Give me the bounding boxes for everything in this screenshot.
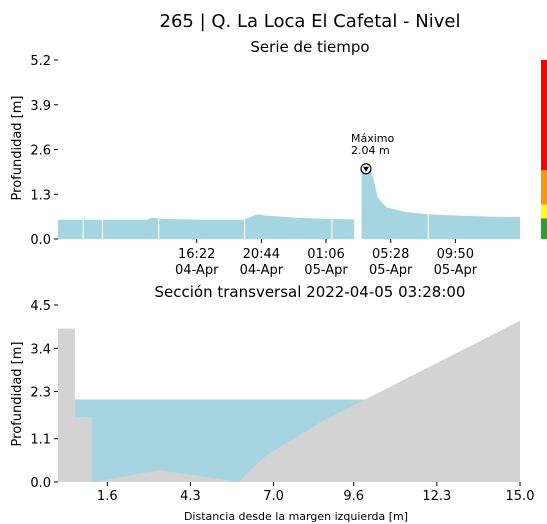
time-series-chart: Serie de tiempo Profundidad [m] 0.0 1.3 2.… [10,38,547,278]
time-series-area [58,168,520,239]
x-tick-date-label: 04-Apr [240,263,284,278]
y-tick-label: 2.6 [30,144,51,159]
threshold-band [541,204,547,219]
threshold-color-bar [541,60,547,239]
threshold-band [541,218,547,239]
page-title: 265 | Q. La Loca El Cafetal - Nivel [160,11,461,32]
y-tick-label: 4.5 [30,299,51,314]
x-tick-label: 1.6 [97,489,118,504]
down-triangle-icon [363,166,369,172]
maximum-annotation: Máximo 2.04 m [351,132,395,175]
y-tick-label: 5.2 [30,54,51,69]
y-tick-label: 3.9 [30,99,51,114]
x-tick-label: 7.0 [263,489,284,504]
x-tick-label: 4.3 [180,489,201,504]
x-tick-time-label: 16:22 [178,247,215,262]
time-series-x-ticks: 16:2204-Apr20:4404-Apr01:0605-Apr05:2805… [175,239,478,278]
x-tick-label: 9.6 [343,489,364,504]
x-tick-time-label: 09:50 [437,247,474,262]
cross-section-y-ticks: 0.0 1.1 2.3 3.4 4.5 [30,299,58,491]
x-tick-time-label: 01:06 [307,247,344,262]
x-tick-time-label: 05:28 [372,247,409,262]
x-tick-date-label: 05-Apr [369,263,413,278]
ground-fill [58,320,520,482]
time-series-y-axis-label: Profundidad [m] [10,96,25,201]
x-tick-time-label: 20:44 [243,247,280,262]
y-tick-label: 0.0 [30,476,51,491]
y-tick-label: 0.0 [30,233,51,248]
series-area-segment [58,214,355,239]
cross-section-title: Sección transversal 2022-04-05 03:28:00 [155,283,466,301]
series-area-segment [361,168,520,239]
maximum-value-label: 2.04 m [351,144,390,157]
x-tick-date-label: 05-Apr [304,263,348,278]
cross-section-chart: Sección transversal 2022-04-05 03:28:00 … [10,283,534,523]
x-tick-date-label: 04-Apr [175,263,219,278]
x-tick-date-label: 05-Apr [434,263,478,278]
cross-section-x-axis-label: Distancia desde la margen izquierda [m] [184,510,408,523]
threshold-band [541,60,547,171]
cross-section-x-ticks: 1.6 4.3 7.0 9.6 12.3 15.0 [97,482,535,504]
y-tick-label: 3.4 [30,342,51,357]
time-series-y-ticks: 0.0 1.3 2.6 3.9 5.2 [30,54,58,248]
x-tick-label: 15.0 [506,489,535,504]
maximum-label: Máximo [351,132,395,145]
cross-section-y-axis-label: Profundidad [m] [10,342,25,447]
x-tick-label: 12.3 [422,489,451,504]
y-tick-label: 1.3 [30,188,51,203]
threshold-band [541,170,547,205]
y-tick-label: 1.1 [30,433,51,448]
time-series-title: Serie de tiempo [250,38,369,56]
ground-profile [58,320,520,482]
y-tick-label: 2.3 [30,386,51,401]
